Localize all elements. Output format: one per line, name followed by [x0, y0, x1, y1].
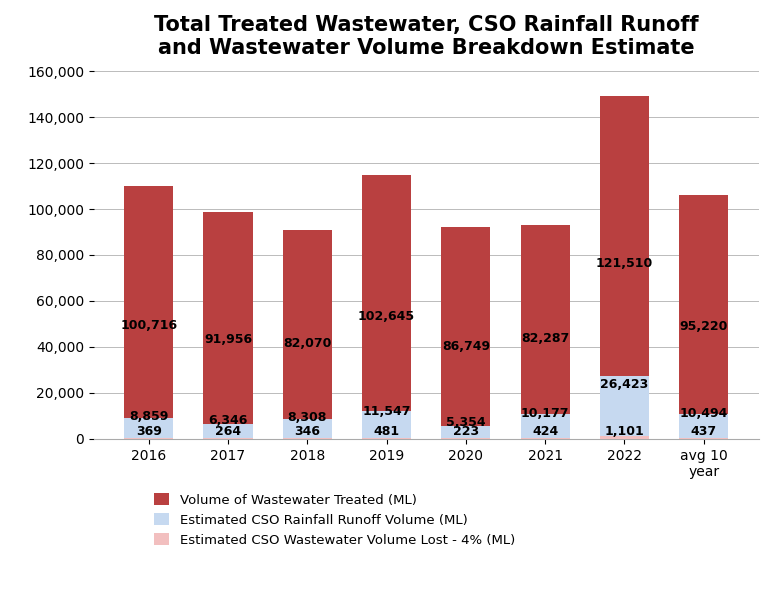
Text: 8,308: 8,308	[288, 411, 327, 424]
Bar	[521, 225, 570, 415]
Text: 369: 369	[136, 425, 162, 438]
Text: 5,354: 5,354	[446, 416, 486, 429]
Bar	[362, 411, 411, 438]
Bar	[600, 96, 649, 375]
Bar	[362, 176, 411, 411]
Bar	[282, 419, 332, 438]
Bar	[282, 230, 332, 419]
Bar	[600, 375, 649, 436]
Bar	[600, 436, 649, 439]
Bar	[203, 438, 253, 439]
Bar	[521, 438, 570, 439]
Bar	[441, 426, 490, 438]
Text: 424: 424	[532, 425, 558, 438]
Bar	[282, 438, 332, 439]
Text: 10,177: 10,177	[521, 407, 569, 420]
Bar	[124, 186, 174, 417]
Bar	[124, 438, 174, 439]
Bar	[521, 415, 570, 438]
Text: 6,346: 6,346	[208, 415, 248, 428]
Bar	[203, 423, 253, 438]
Text: 100,716: 100,716	[120, 318, 178, 331]
Text: 82,287: 82,287	[521, 332, 569, 345]
Bar	[124, 417, 174, 438]
Text: 437: 437	[691, 425, 717, 438]
Text: 11,547: 11,547	[362, 405, 411, 418]
Legend: Volume of Wastewater Treated (ML), Estimated CSO Rainfall Runoff Volume (ML), Es: Volume of Wastewater Treated (ML), Estim…	[153, 493, 515, 547]
Bar	[679, 195, 728, 414]
Text: 102,645: 102,645	[358, 310, 415, 323]
Text: 82,070: 82,070	[283, 337, 332, 350]
Bar	[679, 414, 728, 438]
Text: 223: 223	[453, 425, 479, 438]
Text: 121,510: 121,510	[596, 257, 653, 270]
Text: 86,749: 86,749	[442, 340, 490, 353]
Title: Total Treated Wastewater, CSO Rainfall Runoff
and Wastewater Volume Breakdown Es: Total Treated Wastewater, CSO Rainfall R…	[154, 15, 698, 59]
Text: 91,956: 91,956	[204, 333, 252, 346]
Bar	[203, 212, 253, 423]
Bar	[441, 227, 490, 426]
Text: 10,494: 10,494	[680, 407, 728, 420]
Bar	[679, 438, 728, 439]
Text: 95,220: 95,220	[680, 320, 728, 333]
Bar	[362, 438, 411, 439]
Text: 481: 481	[374, 425, 400, 438]
Text: 26,423: 26,423	[601, 378, 648, 391]
Text: 264: 264	[215, 425, 241, 438]
Text: 8,859: 8,859	[129, 410, 168, 423]
Text: 346: 346	[294, 425, 321, 438]
Text: 1,101: 1,101	[604, 425, 644, 438]
